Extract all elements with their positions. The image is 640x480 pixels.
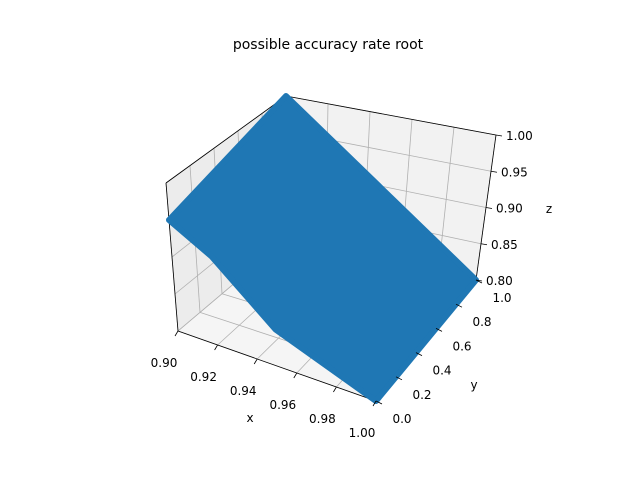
y-tick-label: 0.0 — [392, 412, 411, 426]
y-tick-mark — [375, 400, 383, 405]
x-axis-line — [177, 330, 377, 402]
y-tick-mark — [395, 376, 403, 381]
y-tick-mark — [415, 352, 423, 356]
y-tick-mark — [435, 328, 443, 332]
x-tick-mark — [214, 344, 218, 351]
x-ticks: 0.90 0.92 0.94 0.96 0.98 1.00 — [151, 330, 377, 440]
x-tick-label: 0.90 — [151, 356, 178, 370]
x-tick-mark — [333, 386, 337, 393]
z-tick-mark — [485, 207, 493, 209]
x-tick-label: 0.94 — [230, 384, 257, 398]
left-pane-edge — [165, 182, 179, 332]
y-tick-label: 0.8 — [472, 315, 491, 329]
y-tick-label: 0.2 — [412, 388, 431, 402]
z-tick-label: 0.85 — [491, 238, 518, 252]
z-tick-label: 0.80 — [486, 274, 513, 288]
y-ticks: 0.00.20.40.60.81.0 — [375, 279, 512, 426]
z-tick-label: 1.00 — [506, 129, 533, 143]
z-tick-mark — [490, 170, 498, 173]
z-tick-mark — [480, 243, 488, 246]
x-tick-label: 0.98 — [309, 412, 336, 426]
y-tick-label: 0.6 — [452, 339, 471, 353]
y-tick-mark — [455, 303, 463, 308]
x-tick-mark — [174, 330, 179, 337]
chart-title: possible accuracy rate root — [233, 37, 424, 53]
z-tick-label: 0.90 — [496, 202, 523, 216]
z-tick-label: 0.95 — [501, 165, 528, 179]
y-tick-label: 0.4 — [432, 364, 451, 378]
x-tick-label: 0.96 — [269, 398, 296, 412]
z-tick-mark — [475, 279, 483, 282]
x-tick-mark — [293, 372, 298, 379]
x-tick-label: 1.00 — [349, 426, 376, 440]
x-tick-label: 0.92 — [190, 370, 217, 384]
y-tick-label: 1.0 — [492, 291, 511, 305]
z-ticks: 0.80 0.85 0.90 0.95 1.00 — [475, 129, 533, 288]
x-axis-label: x — [246, 411, 253, 425]
z-axis-label: z — [546, 202, 552, 216]
x-tick-mark — [253, 358, 258, 365]
y-axis-label: y — [470, 378, 477, 392]
z-tick-mark — [495, 134, 503, 137]
x-tick-mark — [372, 400, 377, 407]
